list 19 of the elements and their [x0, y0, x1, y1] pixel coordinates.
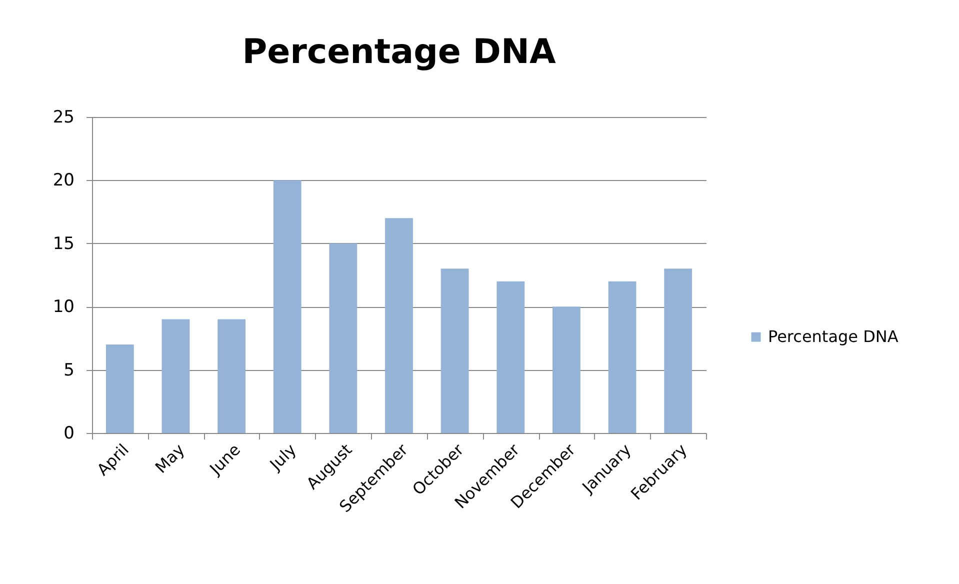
- bar: [106, 344, 134, 433]
- y-tick-label: 15: [52, 234, 74, 254]
- y-tick-label: 5: [64, 360, 74, 380]
- legend-label: Percentage DNA: [768, 327, 898, 346]
- y-tick-label: 0: [64, 424, 74, 444]
- bar: [218, 319, 246, 433]
- bar: [552, 306, 580, 433]
- bar: [608, 281, 636, 433]
- bar: [162, 319, 190, 433]
- y-tick-label: 20: [52, 170, 74, 191]
- y-tick-label: 25: [52, 108, 74, 128]
- y-tick-label: 10: [52, 297, 74, 318]
- bar: [329, 243, 358, 433]
- bar: [664, 268, 692, 433]
- bar: [496, 281, 525, 433]
- bar: [440, 268, 469, 433]
- bar: [385, 218, 413, 433]
- chart-title: Percentage DNA: [242, 32, 556, 72]
- bar: [273, 180, 302, 433]
